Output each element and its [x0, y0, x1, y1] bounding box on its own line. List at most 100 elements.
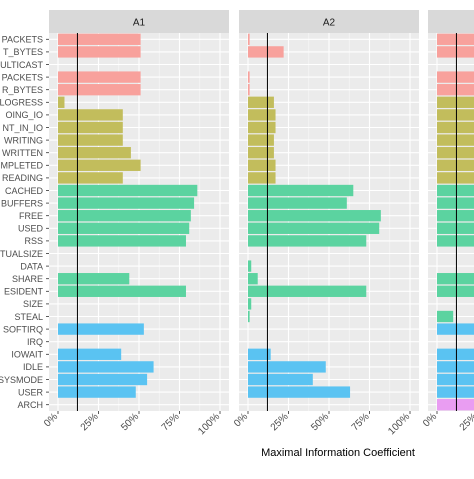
y-tick-label: USER	[18, 387, 44, 397]
bar	[248, 222, 380, 234]
x-axis-title: Maximal Information Coefficient	[261, 447, 415, 459]
y-tick-label: WRITTEN	[2, 148, 43, 158]
bar	[248, 172, 276, 184]
panel-2: A2 0% 25% 50% 75% 100%	[232, 10, 419, 437]
y-tick-label: FREE	[19, 211, 43, 221]
y-tick-label: PACKETS	[2, 72, 43, 82]
bar	[248, 361, 326, 373]
bar	[437, 222, 474, 234]
bar	[437, 273, 474, 285]
y-tick-label: STEAL	[14, 312, 43, 322]
x-tick-label: 100%	[196, 411, 222, 437]
bar	[437, 96, 474, 108]
panel-strip	[239, 10, 419, 33]
x-tick-label: 75%	[350, 411, 372, 433]
bar	[248, 235, 367, 247]
bar	[58, 235, 186, 247]
bar	[437, 71, 474, 83]
y-tick-label: ESIDENT	[4, 287, 44, 297]
y-tick-label: CACHED	[5, 186, 44, 196]
bar	[58, 285, 186, 297]
x-tick-label: 25%	[269, 411, 291, 433]
panel-strip	[428, 10, 474, 33]
bar	[248, 210, 381, 222]
panel-background	[428, 33, 474, 411]
y-tick-label: SYSMODE	[0, 375, 43, 385]
bar	[58, 222, 190, 234]
bar	[58, 210, 191, 222]
x-tick-label: 50%	[309, 411, 331, 433]
bar	[248, 373, 313, 386]
bar	[248, 260, 252, 272]
bar	[58, 109, 123, 121]
bar	[248, 184, 354, 197]
x-tick-label: 100%	[386, 411, 412, 437]
panel-1: A1 0% 25% 50% 75% 100%	[42, 10, 229, 437]
bar	[437, 361, 474, 373]
y-tick-label: ULTICAST	[0, 60, 43, 70]
y-tick-label: SOFTIRQ	[3, 324, 43, 334]
y-tick-label: R_BYTES	[2, 85, 43, 95]
x-tick-label: 25%	[79, 411, 101, 433]
y-tick-label: OING_IO	[5, 110, 43, 120]
bar	[437, 235, 474, 247]
bar	[248, 159, 276, 171]
y-tick-label: SHARE	[12, 274, 43, 284]
y-tick-label: LOGRESS	[0, 98, 43, 108]
bar	[437, 84, 474, 96]
bar	[248, 386, 351, 398]
y-tick-label: ARCH	[17, 400, 43, 410]
y-tick-label: IOWAIT	[11, 350, 43, 360]
bar	[248, 147, 274, 159]
bar	[58, 71, 141, 83]
bar	[437, 197, 474, 209]
bar	[437, 210, 474, 222]
y-tick-label: BUFFERS	[1, 198, 43, 208]
y-tick-label: PACKETS	[2, 35, 43, 45]
bar	[58, 273, 130, 285]
bar	[248, 348, 271, 360]
bar	[248, 96, 274, 108]
panel-group: A10%25%50%75%100%A20%25%50%75%100%0%25%5…	[42, 10, 474, 437]
bar	[437, 109, 474, 121]
bar	[437, 147, 474, 159]
bar	[58, 172, 123, 184]
bar	[58, 46, 141, 58]
bar	[248, 273, 258, 285]
x-tick-label: 0%	[232, 411, 250, 429]
bar	[437, 348, 474, 360]
bar	[437, 121, 474, 134]
bar	[248, 71, 250, 83]
bar	[58, 147, 131, 159]
x-tick-label: 50%	[119, 411, 141, 433]
y-tick-label: WRITING	[4, 135, 43, 145]
bar	[248, 109, 276, 121]
bar	[437, 33, 474, 45]
y-tick-label: MPLETED	[0, 161, 43, 171]
panel-3: 0%25%50%75%100%	[421, 10, 474, 433]
y-tick-label: T_BYTES	[3, 47, 43, 57]
y-tick-label: DATA	[20, 261, 43, 271]
bar	[437, 134, 474, 146]
bar	[58, 323, 144, 335]
y-tick-label: IDLE	[23, 362, 43, 372]
y-tick-label: READING	[2, 173, 43, 183]
x-tick-label: 75%	[160, 411, 182, 433]
x-tick-label: 0%	[42, 411, 60, 429]
x-tick-label: 25%	[458, 411, 474, 433]
bar	[437, 399, 474, 411]
bar	[248, 298, 252, 310]
bar	[248, 310, 250, 323]
bar	[248, 33, 250, 45]
bar	[248, 84, 250, 96]
bar	[437, 46, 474, 58]
panel-strip-label: A1	[133, 18, 146, 29]
bar	[437, 285, 474, 297]
bar	[248, 197, 347, 209]
y-tick-label: USED	[18, 224, 44, 234]
x-tick-label: 0%	[421, 411, 439, 429]
bar	[58, 33, 141, 45]
bar	[58, 121, 123, 134]
